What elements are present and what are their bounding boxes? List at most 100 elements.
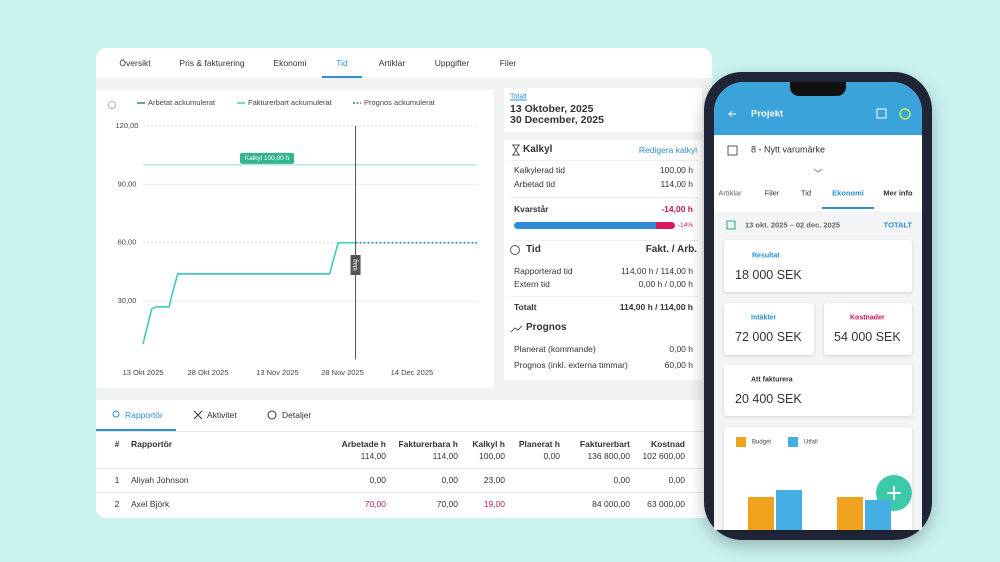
label: 0,00 h xyxy=(669,343,693,354)
card-value: 72 000 SEK xyxy=(735,329,802,344)
x-tick-label: 13 Okt 2025 xyxy=(123,368,164,377)
x-tick-label: 13 Nov 2025 xyxy=(256,368,299,377)
link[interactable]: Totalt xyxy=(510,93,527,101)
tab[interactable]: Uppgifter xyxy=(434,57,470,68)
divider xyxy=(510,160,698,161)
section-title: Tid xyxy=(526,244,541,255)
card-value: 20 400 SEK xyxy=(735,391,802,406)
tab[interactable]: Pris & fakturering xyxy=(179,57,245,68)
phone-tab[interactable]: Artiklar xyxy=(718,188,742,198)
label: -14,00 h xyxy=(661,203,693,214)
label: 114,00 h / 114,00 h xyxy=(619,301,693,312)
label: Prognos (inkl. externa timmar) xyxy=(514,359,628,370)
divider xyxy=(510,240,698,241)
divider xyxy=(96,431,712,432)
total-cell: 114,00 xyxy=(360,450,386,461)
column-header: # xyxy=(114,438,120,449)
card-label: Kostnader xyxy=(850,314,885,322)
cell: 70,00 xyxy=(436,498,458,509)
project-name: 8 - Nytt varumärke xyxy=(751,144,826,155)
y-tick-label: 120,00 xyxy=(116,121,139,130)
today-label: Idag xyxy=(353,259,359,271)
card-label: Intäkter xyxy=(751,314,777,322)
column-header[interactable]: Fakturerbara h xyxy=(398,438,458,449)
active-tab-underline xyxy=(322,76,362,78)
cell: 19,00 xyxy=(483,498,505,509)
column-header[interactable]: Rapportör xyxy=(131,438,173,449)
label: Kalkylerad tid xyxy=(514,164,566,175)
label: Totalt xyxy=(514,301,537,312)
reference-label: Kalkyl 100,00 h xyxy=(245,155,290,162)
trend-icon xyxy=(510,325,523,333)
bar xyxy=(748,497,774,530)
clock-icon xyxy=(510,245,520,255)
column-header[interactable]: Fakturerbart xyxy=(579,438,630,449)
phone-tab[interactable]: Ekonomi xyxy=(832,188,864,198)
column-header[interactable]: Kostnad xyxy=(651,438,685,449)
tab[interactable]: Detaljer xyxy=(282,409,312,420)
legend-label: Utfall xyxy=(804,440,818,446)
tab[interactable]: Ekonomi xyxy=(273,57,307,68)
card-value: 18 000 SEK xyxy=(735,267,802,282)
person-icon xyxy=(112,410,120,418)
legend-swatch xyxy=(788,437,798,447)
series-line xyxy=(142,242,356,345)
legend-swatch xyxy=(736,437,746,447)
link[interactable]: TOTALT xyxy=(883,220,912,230)
legend-label: Prognos ackumulerat xyxy=(364,98,436,107)
tab[interactable]: Artiklar xyxy=(378,57,406,68)
card xyxy=(724,240,912,292)
divider xyxy=(510,296,698,297)
label: -14% xyxy=(677,221,693,229)
tab[interactable]: Översikt xyxy=(119,57,151,68)
period-start: 13 Oktober, 2025 xyxy=(510,102,594,115)
activity-icon xyxy=(193,410,203,420)
column-header: Fakt. / Arb. xyxy=(645,244,697,255)
label: Extern tid xyxy=(514,278,550,289)
date-range: 13 okt. 2025 – 02 dec. 2025 xyxy=(745,220,841,230)
cell: 0,00 xyxy=(369,474,386,485)
edit-icon xyxy=(876,108,887,119)
card-label: Resultat xyxy=(752,252,780,260)
label: Planerat (kommande) xyxy=(514,343,596,354)
phone-tab[interactable]: Tid xyxy=(800,188,812,198)
link[interactable]: Redigera kalkyl xyxy=(638,144,697,155)
phone-tab[interactable]: Mer info xyxy=(883,188,913,198)
tab[interactable]: Tid xyxy=(336,57,348,68)
label: 0,00 h / 0,00 h xyxy=(638,278,693,289)
total-cell: 114,00 xyxy=(432,450,458,461)
bar xyxy=(837,497,863,530)
summary-panel xyxy=(504,140,702,380)
status-icon xyxy=(899,108,911,120)
progress-overflow xyxy=(656,222,675,229)
cell: Axel Björk xyxy=(131,498,170,509)
cell: 0,00 xyxy=(441,474,458,485)
section-title: Kalkyl xyxy=(523,144,553,155)
cell: 84 000,00 xyxy=(592,498,630,509)
column-header[interactable]: Arbetade h xyxy=(341,438,386,449)
phone-tab[interactable]: Filer xyxy=(764,188,780,198)
divider xyxy=(96,468,712,469)
total-cell: 100,00 xyxy=(479,450,505,461)
tab[interactable]: Rapportör xyxy=(125,409,163,420)
y-tick-label: 60,00 xyxy=(118,238,137,247)
period-end: 30 December, 2025 xyxy=(510,113,604,126)
divider xyxy=(510,197,698,198)
card-value: 54 000 SEK xyxy=(834,329,901,344)
card-label: Att fakturera xyxy=(751,376,793,384)
tab[interactable]: Filer xyxy=(499,57,517,68)
total-cell: 0,00 xyxy=(543,450,560,461)
column-header[interactable]: Planerat h xyxy=(518,438,560,449)
column-header[interactable]: Kalkyl h xyxy=(472,438,505,449)
cell: 1 xyxy=(114,474,120,485)
line-chart: 30,00 60,00 90,00 120,00 13 Okt 2025 28 Okt 2… xyxy=(116,98,477,377)
period-box xyxy=(504,88,702,132)
label: 100,00 h xyxy=(659,164,693,175)
tab[interactable]: Aktivitet xyxy=(207,409,237,420)
add-icon xyxy=(887,486,901,500)
reference-label-box xyxy=(240,152,294,164)
active-bottom-tab xyxy=(96,429,176,431)
project-icon xyxy=(727,145,738,156)
help-icon xyxy=(108,101,116,109)
